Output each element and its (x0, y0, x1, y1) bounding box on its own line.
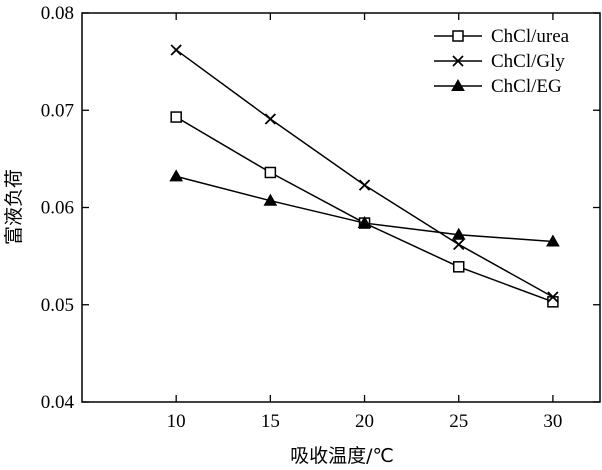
data-point (547, 296, 559, 308)
data-point (264, 113, 277, 125)
x-tick-label: 15 (261, 411, 280, 432)
x-stroke (170, 44, 182, 56)
x-tick-label: 10 (167, 411, 186, 432)
legend-marker (451, 78, 465, 91)
data-point (357, 216, 372, 229)
data-point (263, 193, 278, 206)
data-point (170, 111, 182, 123)
legend-entry: ChCl/EG (434, 76, 562, 97)
series-chcl-eg (169, 169, 560, 247)
ticks: 10 15 20 25 30 0.04 0.05 0.06 0.07 0.08 (41, 3, 600, 432)
legend-entry: ChCl/urea (434, 26, 570, 47)
legend-label: ChCl/Gly (491, 51, 565, 72)
legend-marker (452, 30, 464, 42)
x-axis-label: 吸收温度/℃ (290, 445, 394, 467)
data-point (452, 261, 465, 273)
x-tick-label: 20 (355, 411, 374, 432)
series (169, 44, 560, 308)
x-stroke (547, 291, 559, 303)
y-tick-label: 0.05 (41, 295, 74, 316)
x-tick-label: 30 (543, 411, 562, 432)
series-line (175, 116, 554, 303)
data-point (264, 166, 277, 179)
legend-label: ChCl/urea (491, 26, 570, 47)
x-tick-label: 25 (449, 411, 468, 432)
x-stroke (358, 179, 371, 191)
y-axis-label: 富液负荷 (3, 169, 25, 245)
y-tick-label: 0.08 (41, 3, 74, 24)
x-stroke (453, 238, 465, 251)
series-chcl-urea (170, 111, 559, 308)
data-point (453, 238, 465, 251)
legend-marker (452, 55, 464, 67)
legend: ChCl/urea ChCl/Gly ChCl/EG (434, 26, 570, 97)
data-point (451, 227, 466, 240)
y-tick-label: 0.04 (41, 392, 75, 413)
y-tick-label: 0.06 (41, 198, 74, 219)
data-point (546, 234, 560, 247)
legend-label: ChCl/EG (491, 76, 562, 97)
data-point (169, 169, 184, 182)
x-stroke (452, 55, 464, 67)
y-tick-label: 0.07 (41, 100, 74, 121)
legend-entry: ChCl/Gly (434, 51, 565, 72)
data-point (547, 291, 559, 303)
x-stroke (264, 113, 277, 125)
series-chcl-gly (170, 44, 559, 303)
data-point (358, 179, 371, 191)
data-point (170, 44, 182, 56)
